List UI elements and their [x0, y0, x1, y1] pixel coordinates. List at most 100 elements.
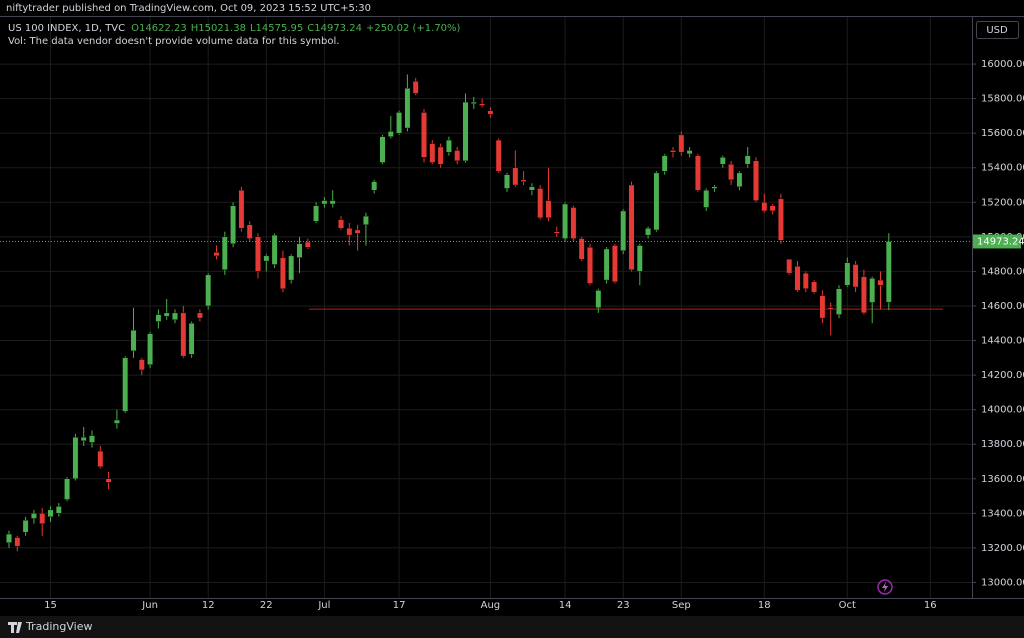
- candle-body: [753, 160, 759, 201]
- candle-body: [587, 247, 593, 284]
- candle-body: [612, 245, 618, 282]
- x-tick-label: 17: [393, 600, 406, 611]
- candle-body: [703, 190, 710, 208]
- candle-body: [802, 272, 809, 289]
- candle-body: [39, 513, 46, 524]
- candle-body: [711, 186, 718, 189]
- lightning: [882, 582, 888, 592]
- candle-body: [196, 312, 203, 319]
- candle-body: [238, 190, 245, 229]
- candle-body: [379, 136, 386, 163]
- candle-body: [861, 276, 867, 314]
- candle-body: [172, 312, 178, 320]
- brand: TradingView: [25, 620, 92, 633]
- candle-body: [620, 210, 627, 251]
- candle-body: [545, 200, 552, 219]
- legend-change: +250.02 (+1.70%): [366, 23, 461, 34]
- candle-body: [529, 186, 535, 191]
- legend-low: L14575.95: [250, 23, 303, 34]
- last-price-box: [973, 234, 1021, 249]
- candle-body: [504, 174, 510, 189]
- publisher: niftytrader published on TradingView.com…: [6, 3, 371, 14]
- x-tick-label: Aug: [481, 600, 501, 611]
- x-tick-label: 22: [260, 600, 273, 611]
- legend-close: C14973.24: [307, 23, 362, 34]
- candle-body: [744, 155, 751, 165]
- currency-box[interactable]: [976, 21, 1019, 39]
- events-icon[interactable]: [877, 579, 893, 595]
- candle-body: [877, 279, 884, 286]
- y-tick-label: 13600.00: [981, 474, 1024, 485]
- candle-body: [72, 437, 79, 479]
- candle-body: [661, 155, 668, 172]
- y-tick-label: 15600.00: [981, 128, 1024, 139]
- candle-body: [105, 478, 112, 483]
- candle-body: [636, 245, 643, 272]
- candle-body: [686, 150, 693, 155]
- candle-body: [827, 307, 834, 310]
- candle-body: [852, 264, 859, 288]
- candle-body: [778, 198, 784, 241]
- y-tick-label: 13400.00: [981, 508, 1024, 519]
- candle-body: [346, 228, 353, 236]
- candle-body: [246, 224, 253, 239]
- candle-body: [470, 101, 477, 105]
- x-tick-label: 23: [617, 600, 630, 611]
- candle-body: [446, 139, 452, 153]
- candle-body: [520, 179, 527, 182]
- candle-body: [205, 274, 212, 307]
- candle-body: [64, 478, 71, 500]
- candle-body: [338, 219, 344, 229]
- candle-body: [263, 255, 270, 262]
- candle-body: [437, 146, 444, 165]
- candle-body: [553, 231, 560, 234]
- candle-body: [479, 103, 485, 106]
- candle-body: [213, 252, 220, 257]
- y-tick-label: 16000.00: [981, 59, 1024, 70]
- candle-body: [180, 312, 187, 357]
- y-tick-label: 15800.00: [981, 94, 1024, 105]
- candle-body: [628, 184, 635, 270]
- subtitle: Vol: The data vendor doesn't provide vol…: [8, 36, 339, 47]
- candle-body: [221, 236, 228, 270]
- candle-body: [89, 435, 95, 443]
- candle-body: [769, 205, 776, 212]
- x-tick-label: 12: [202, 600, 215, 611]
- candle-body: [537, 188, 544, 219]
- candle-body: [387, 131, 394, 137]
- marks: [0, 74, 972, 552]
- y-tick-label: 14200.00: [981, 370, 1024, 381]
- candle-body: [462, 101, 469, 162]
- candle-body: [811, 281, 818, 293]
- candle-body: [55, 506, 62, 514]
- candle-body: [761, 202, 768, 212]
- candle-body: [653, 172, 660, 231]
- candle-body: [695, 155, 701, 191]
- x-tick-label: 16: [924, 600, 937, 611]
- candle-body: [885, 241, 892, 303]
- candle-body: [670, 150, 676, 153]
- candle-body: [163, 312, 170, 317]
- candle-body: [562, 203, 569, 239]
- candle-body: [786, 259, 793, 274]
- x-tick-label: 18: [758, 600, 771, 611]
- footer: [0, 616, 1024, 638]
- legend-open: O14622.23: [131, 23, 187, 34]
- candle-body: [14, 537, 21, 547]
- x-tick-label: Jul: [317, 600, 330, 611]
- candle-body: [155, 314, 162, 322]
- y-tick-label: 15400.00: [981, 163, 1024, 174]
- candle-body: [869, 278, 876, 303]
- candle-body: [354, 229, 361, 234]
- symbol: US 100 INDEX, 1D, TVC: [8, 23, 125, 34]
- brand-logo: [8, 622, 22, 633]
- grid: [0, 17, 972, 598]
- y-tick-label: 13200.00: [981, 543, 1024, 554]
- candle-body: [80, 437, 87, 441]
- y-tick-label: 14000.00: [981, 405, 1024, 416]
- candle-body: [578, 238, 585, 260]
- candle-body: [836, 288, 842, 315]
